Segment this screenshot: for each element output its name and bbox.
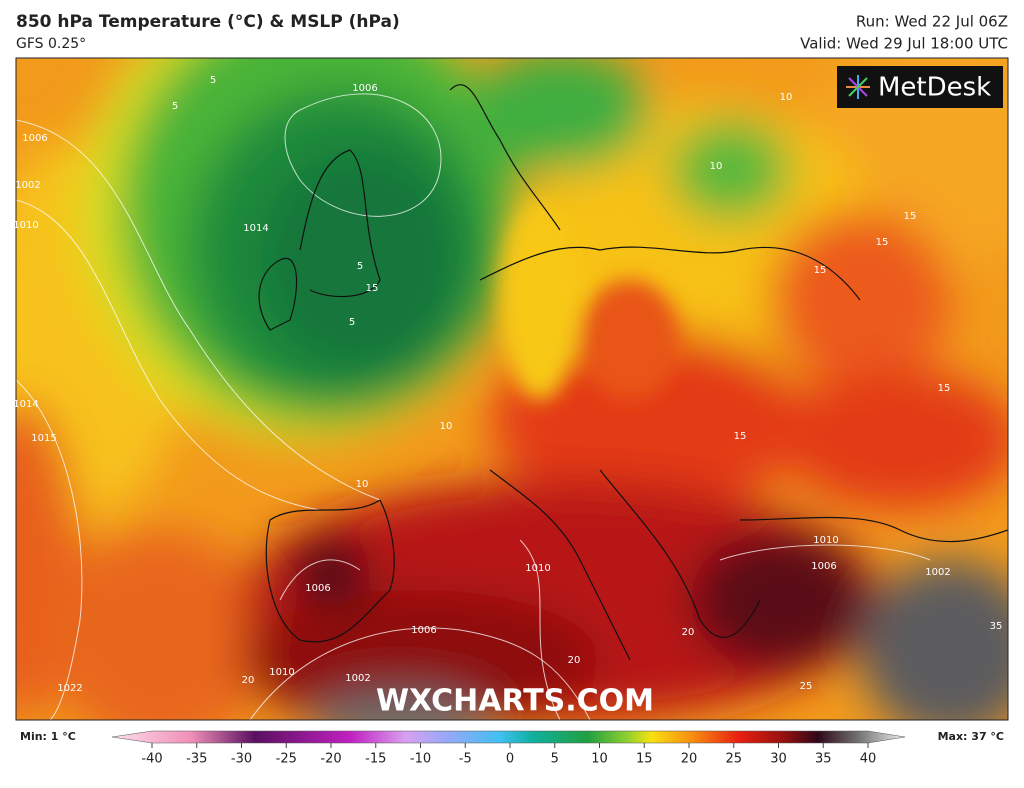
colorbar-tick-label: 10 bbox=[591, 752, 608, 767]
contour-label: 1006 bbox=[352, 83, 377, 94]
min-label: Min: 1 °C bbox=[20, 730, 76, 743]
contour-label: 5 bbox=[172, 101, 178, 112]
contour-label: 20 bbox=[568, 655, 581, 666]
subtitle: GFS 0.25° bbox=[16, 36, 86, 52]
contour-label: 1002 bbox=[925, 567, 950, 578]
colorbar-tick-label: -5 bbox=[459, 752, 472, 767]
contour-label: 10 bbox=[440, 421, 453, 432]
colorbar-tick-label: -30 bbox=[231, 752, 252, 767]
run-time: Run: Wed 22 Jul 06Z bbox=[856, 13, 1008, 31]
contour-label: 1010 bbox=[269, 667, 294, 678]
colorbar bbox=[111, 730, 906, 744]
colorbar-tick-label: 30 bbox=[770, 752, 787, 767]
colorbar-tick-label: -40 bbox=[141, 752, 162, 767]
colorbar-tick-label: 5 bbox=[551, 752, 559, 767]
contour-label: 5 bbox=[357, 261, 363, 272]
contour-label: 10 bbox=[356, 479, 369, 490]
map bbox=[16, 58, 1008, 720]
contour-label: 1006 bbox=[22, 133, 47, 144]
contour-label: 1022 bbox=[57, 683, 82, 694]
contour-label: 5 bbox=[349, 317, 355, 328]
contour-label: 15 bbox=[904, 211, 917, 222]
contour-label: 1006 bbox=[811, 561, 836, 572]
contour-label: 1014 bbox=[13, 399, 38, 410]
contour-label: 1015 bbox=[31, 433, 56, 444]
contour-label: 10 bbox=[710, 161, 723, 172]
contour-label: 1010 bbox=[813, 535, 838, 546]
colorbar-tick-label: -15 bbox=[365, 752, 386, 767]
contour-label: 20 bbox=[682, 627, 695, 638]
colorbar-tick-label: 20 bbox=[681, 752, 698, 767]
watermark: WXCHARTS.COM bbox=[376, 684, 654, 719]
contour-label: 1002 bbox=[345, 673, 370, 684]
contour-label: 1010 bbox=[13, 220, 38, 231]
title: 850 hPa Temperature (°C) & MSLP (hPa) bbox=[16, 12, 400, 32]
contour-label: 15 bbox=[876, 237, 889, 248]
contour-label: 15 bbox=[938, 383, 951, 394]
contour-label: 1002 bbox=[15, 180, 40, 191]
contour-label: 15 bbox=[366, 283, 379, 294]
colorbar-tick-label: 35 bbox=[815, 752, 832, 767]
contour-label: 5 bbox=[210, 75, 216, 86]
contour-label: 1010 bbox=[525, 563, 550, 574]
contour-label: 35 bbox=[990, 621, 1003, 632]
colorbar-tick-label: -10 bbox=[410, 752, 431, 767]
colorbar-tick-label: 40 bbox=[860, 752, 877, 767]
colorbar-ticks: -40 -35 -30 -25 -20 -15 -10 -5 0 5 10 15 20 25 30 35 40 bbox=[141, 743, 876, 767]
contour-label: 15 bbox=[814, 265, 827, 276]
contour-label: 15 bbox=[734, 431, 747, 442]
contour-label: 1014 bbox=[243, 223, 268, 234]
colorbar-tick-label: -25 bbox=[276, 752, 297, 767]
colorbar-tick-label: 25 bbox=[725, 752, 742, 767]
contour-label: 20 bbox=[242, 675, 255, 686]
max-label: Max: 37 °C bbox=[938, 730, 1004, 743]
colorbar-tick-label: 0 bbox=[506, 752, 514, 767]
valid-time: Valid: Wed 29 Jul 18:00 UTC bbox=[800, 35, 1008, 53]
contour-label: 10 bbox=[780, 92, 793, 103]
logo-icon bbox=[846, 75, 870, 99]
contour-label: 1006 bbox=[411, 625, 436, 636]
map-frame bbox=[15, 57, 1009, 721]
contour-label: 1006 bbox=[305, 583, 330, 594]
logo-text: MetDesk bbox=[878, 73, 991, 103]
colorbar-tick-label: -20 bbox=[320, 752, 341, 767]
contour-label: 25 bbox=[800, 681, 813, 692]
colorbar-tick-label: 15 bbox=[636, 752, 653, 767]
colorbar-tick-label: -35 bbox=[186, 752, 207, 767]
